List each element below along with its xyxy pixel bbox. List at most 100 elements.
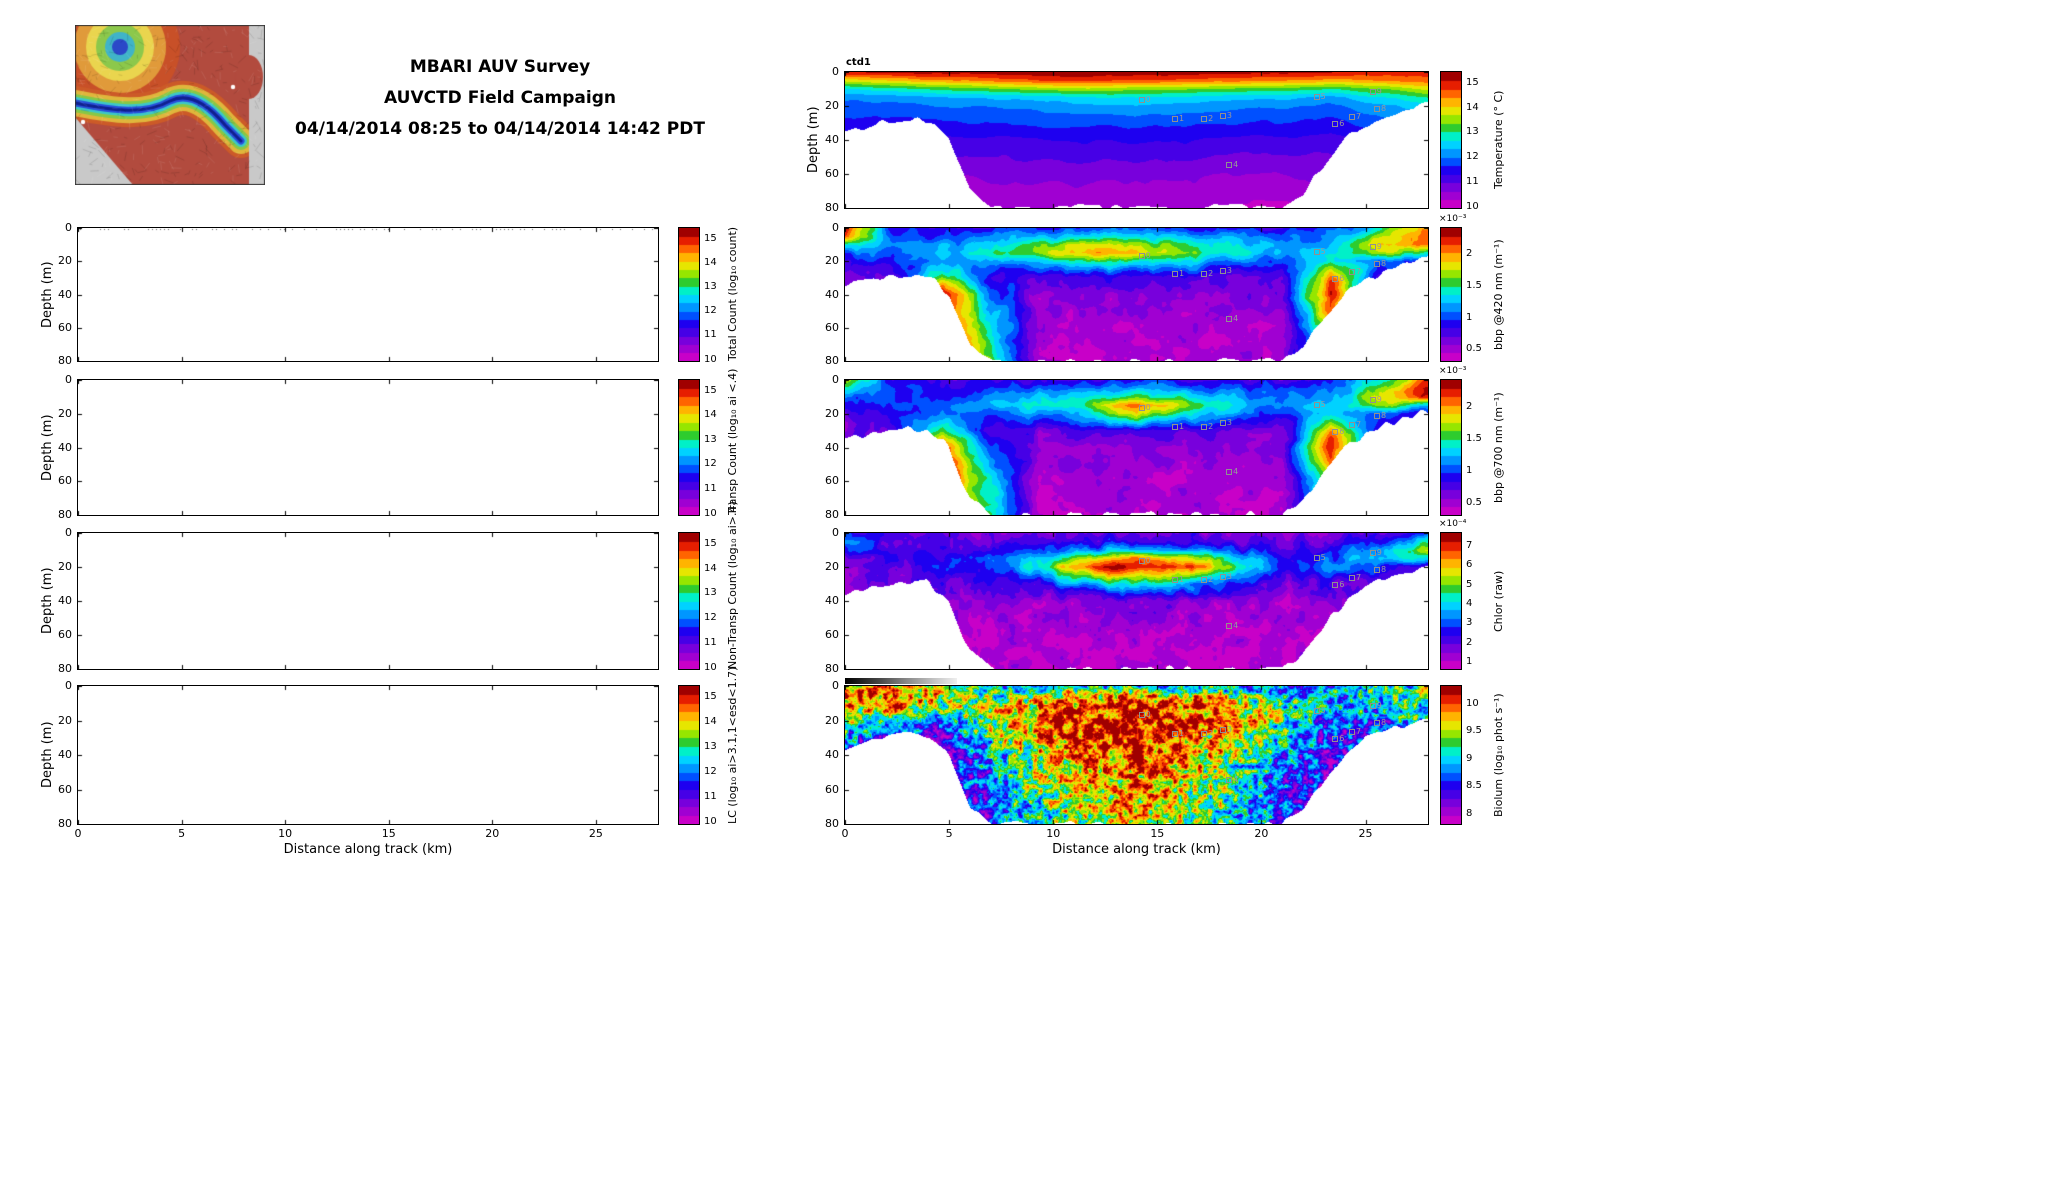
colorbar-tick-label: 10 bbox=[704, 816, 717, 828]
waypoint-marker-label: 5 bbox=[1320, 91, 1326, 101]
colorbar-tick-label: 11 bbox=[704, 329, 717, 341]
waypoint-marker-label: 5 bbox=[1320, 552, 1326, 562]
y-tick-label: 20 bbox=[58, 406, 72, 420]
colorbar-tick-label: 14 bbox=[704, 562, 717, 574]
colorbar-tick-label: 2 bbox=[1466, 400, 1473, 412]
colorbar-tick-label: 15 bbox=[704, 537, 717, 549]
x-tick-label: 0 bbox=[74, 827, 82, 840]
colorbar-tick-label: 6 bbox=[1466, 559, 1473, 571]
y-tick-label: 60 bbox=[58, 628, 72, 641]
colorbar-tick-label: 15 bbox=[704, 384, 717, 396]
colorbar-label: Non-Transp Count (log₁₀ ai>.4) bbox=[726, 501, 739, 669]
colorbar-tick-label: 1.5 bbox=[1466, 432, 1482, 444]
bathymetry-map bbox=[75, 25, 265, 185]
x-tick-label: 5 bbox=[945, 827, 953, 840]
y-tick-label: 40 bbox=[825, 133, 839, 146]
x-tick-label: 20 bbox=[485, 827, 500, 840]
plot-area bbox=[77, 379, 659, 516]
y-tick-label: 80 bbox=[825, 354, 839, 367]
title-line-campaign: AUVCTD Field Campaign bbox=[384, 88, 616, 108]
colorbar-tick-label: 14 bbox=[704, 256, 717, 268]
waypoint-marker bbox=[1226, 315, 1233, 322]
colorbar bbox=[678, 685, 700, 825]
waypoint-marker bbox=[1373, 566, 1380, 573]
waypoint-marker bbox=[1332, 428, 1339, 435]
waypoint-marker bbox=[1201, 576, 1208, 583]
plot-canvas bbox=[78, 228, 658, 361]
colorbar-label: bbp @420 nm (m⁻¹) bbox=[1492, 239, 1505, 350]
waypoint-marker-label: 6 bbox=[1339, 580, 1345, 589]
waypoint-marker-label: 2 bbox=[1208, 728, 1214, 738]
y-tick-label: 0 bbox=[832, 373, 839, 386]
colorbar-tick-label: 12 bbox=[1466, 151, 1479, 163]
colorbar-tick-label: 1 bbox=[1466, 465, 1473, 476]
waypoint-marker bbox=[1313, 401, 1320, 408]
waypoint-marker bbox=[1332, 735, 1339, 742]
colorbar-tick-label: 5 bbox=[1466, 578, 1473, 590]
x-tick-label: 20 bbox=[1254, 827, 1269, 840]
y-tick-label: 40 bbox=[825, 748, 839, 761]
y-axis-label: Depth (m) bbox=[40, 567, 55, 635]
waypoint-marker bbox=[1219, 573, 1226, 580]
waypoint-marker-label: 8 bbox=[1380, 103, 1387, 113]
waypoint-marker-label: 0 bbox=[1145, 556, 1151, 566]
y-axis-label: Depth (m) bbox=[806, 106, 821, 174]
colorbar-tick-label: 12 bbox=[704, 766, 717, 778]
waypoint-marker bbox=[1373, 720, 1380, 727]
waypoint-marker-label: 1 bbox=[1178, 268, 1185, 278]
colorbar bbox=[1440, 532, 1462, 670]
colorbar-tick-label: 3 bbox=[1466, 617, 1473, 629]
colorbar-label: LC (log₁₀ ai>3.1,1<esd<1.7) bbox=[726, 666, 739, 824]
waypoint-marker-label: 7 bbox=[1355, 573, 1362, 583]
y-tick-label: 60 bbox=[58, 320, 72, 334]
colorbar-tick-label: 12 bbox=[704, 305, 717, 317]
waypoint-marker bbox=[1138, 711, 1145, 718]
figure-title: MBARI AUV Survey AUVCTD Field Campaign 0… bbox=[284, 52, 716, 145]
y-tick-label: 40 bbox=[58, 594, 72, 607]
waypoint-marker-label: 2 bbox=[1208, 421, 1214, 431]
y-tick-label: 20 bbox=[825, 406, 839, 420]
title-line-dates: 04/14/2014 08:25 to 04/14/2014 14:42 PDT bbox=[295, 119, 705, 139]
colorbar-tick-label: 8.5 bbox=[1466, 780, 1482, 792]
x-axis-label-left: Distance along track (km) bbox=[283, 842, 453, 857]
waypoint-marker-label: 6 bbox=[1339, 119, 1345, 128]
colorbar bbox=[1440, 379, 1462, 516]
waypoint-marker bbox=[1201, 730, 1208, 737]
waypoint-marker bbox=[1313, 249, 1320, 256]
waypoint-marker bbox=[1219, 420, 1226, 427]
colorbar bbox=[1440, 71, 1462, 209]
y-tick-label: 20 bbox=[825, 560, 839, 573]
x-tick-label: 5 bbox=[178, 827, 186, 840]
y-tick-label: 80 bbox=[58, 817, 72, 830]
waypoint-marker-label: 5 bbox=[1320, 399, 1326, 409]
waypoint-marker bbox=[1226, 161, 1233, 168]
colorbar-tick-label: 13 bbox=[704, 741, 717, 753]
title-line-survey: MBARI AUV Survey bbox=[409, 57, 591, 77]
colorbar-exponent: ×10⁻³ bbox=[1439, 366, 1467, 376]
waypoint-marker bbox=[1373, 260, 1380, 267]
waypoint-marker bbox=[1171, 423, 1178, 430]
y-tick-label: 80 bbox=[825, 817, 839, 830]
colorbar-gradient bbox=[679, 533, 699, 669]
colorbar-tick-label: 15 bbox=[704, 691, 717, 703]
colorbar-label: Chlor (raw) bbox=[1492, 570, 1505, 632]
waypoint-marker bbox=[1219, 112, 1226, 119]
colorbar-label: Temperature (° C) bbox=[1492, 90, 1505, 190]
waypoint-marker-label: 8 bbox=[1380, 258, 1387, 268]
waypoint-marker bbox=[1171, 576, 1178, 583]
colorbar-tick-label: 14 bbox=[704, 716, 717, 728]
waypoint-marker-label: 3 bbox=[1226, 265, 1232, 275]
colorbar-tick-label: 13 bbox=[704, 433, 717, 445]
waypoint-marker bbox=[1226, 469, 1233, 476]
y-tick-label: 0 bbox=[65, 221, 72, 234]
y-tick-label: 40 bbox=[825, 594, 839, 607]
x-axis-label-right: Distance along track (km) bbox=[1052, 842, 1221, 857]
waypoint-marker-label: 3 bbox=[1226, 571, 1232, 581]
waypoint-marker bbox=[1369, 244, 1376, 251]
plot-area bbox=[77, 685, 659, 825]
waypoint-marker-label: 2 bbox=[1208, 268, 1214, 278]
waypoint-marker-label: 0 bbox=[1145, 250, 1151, 260]
waypoint-marker-label: 9 bbox=[1376, 700, 1382, 710]
colorbar bbox=[678, 532, 700, 670]
